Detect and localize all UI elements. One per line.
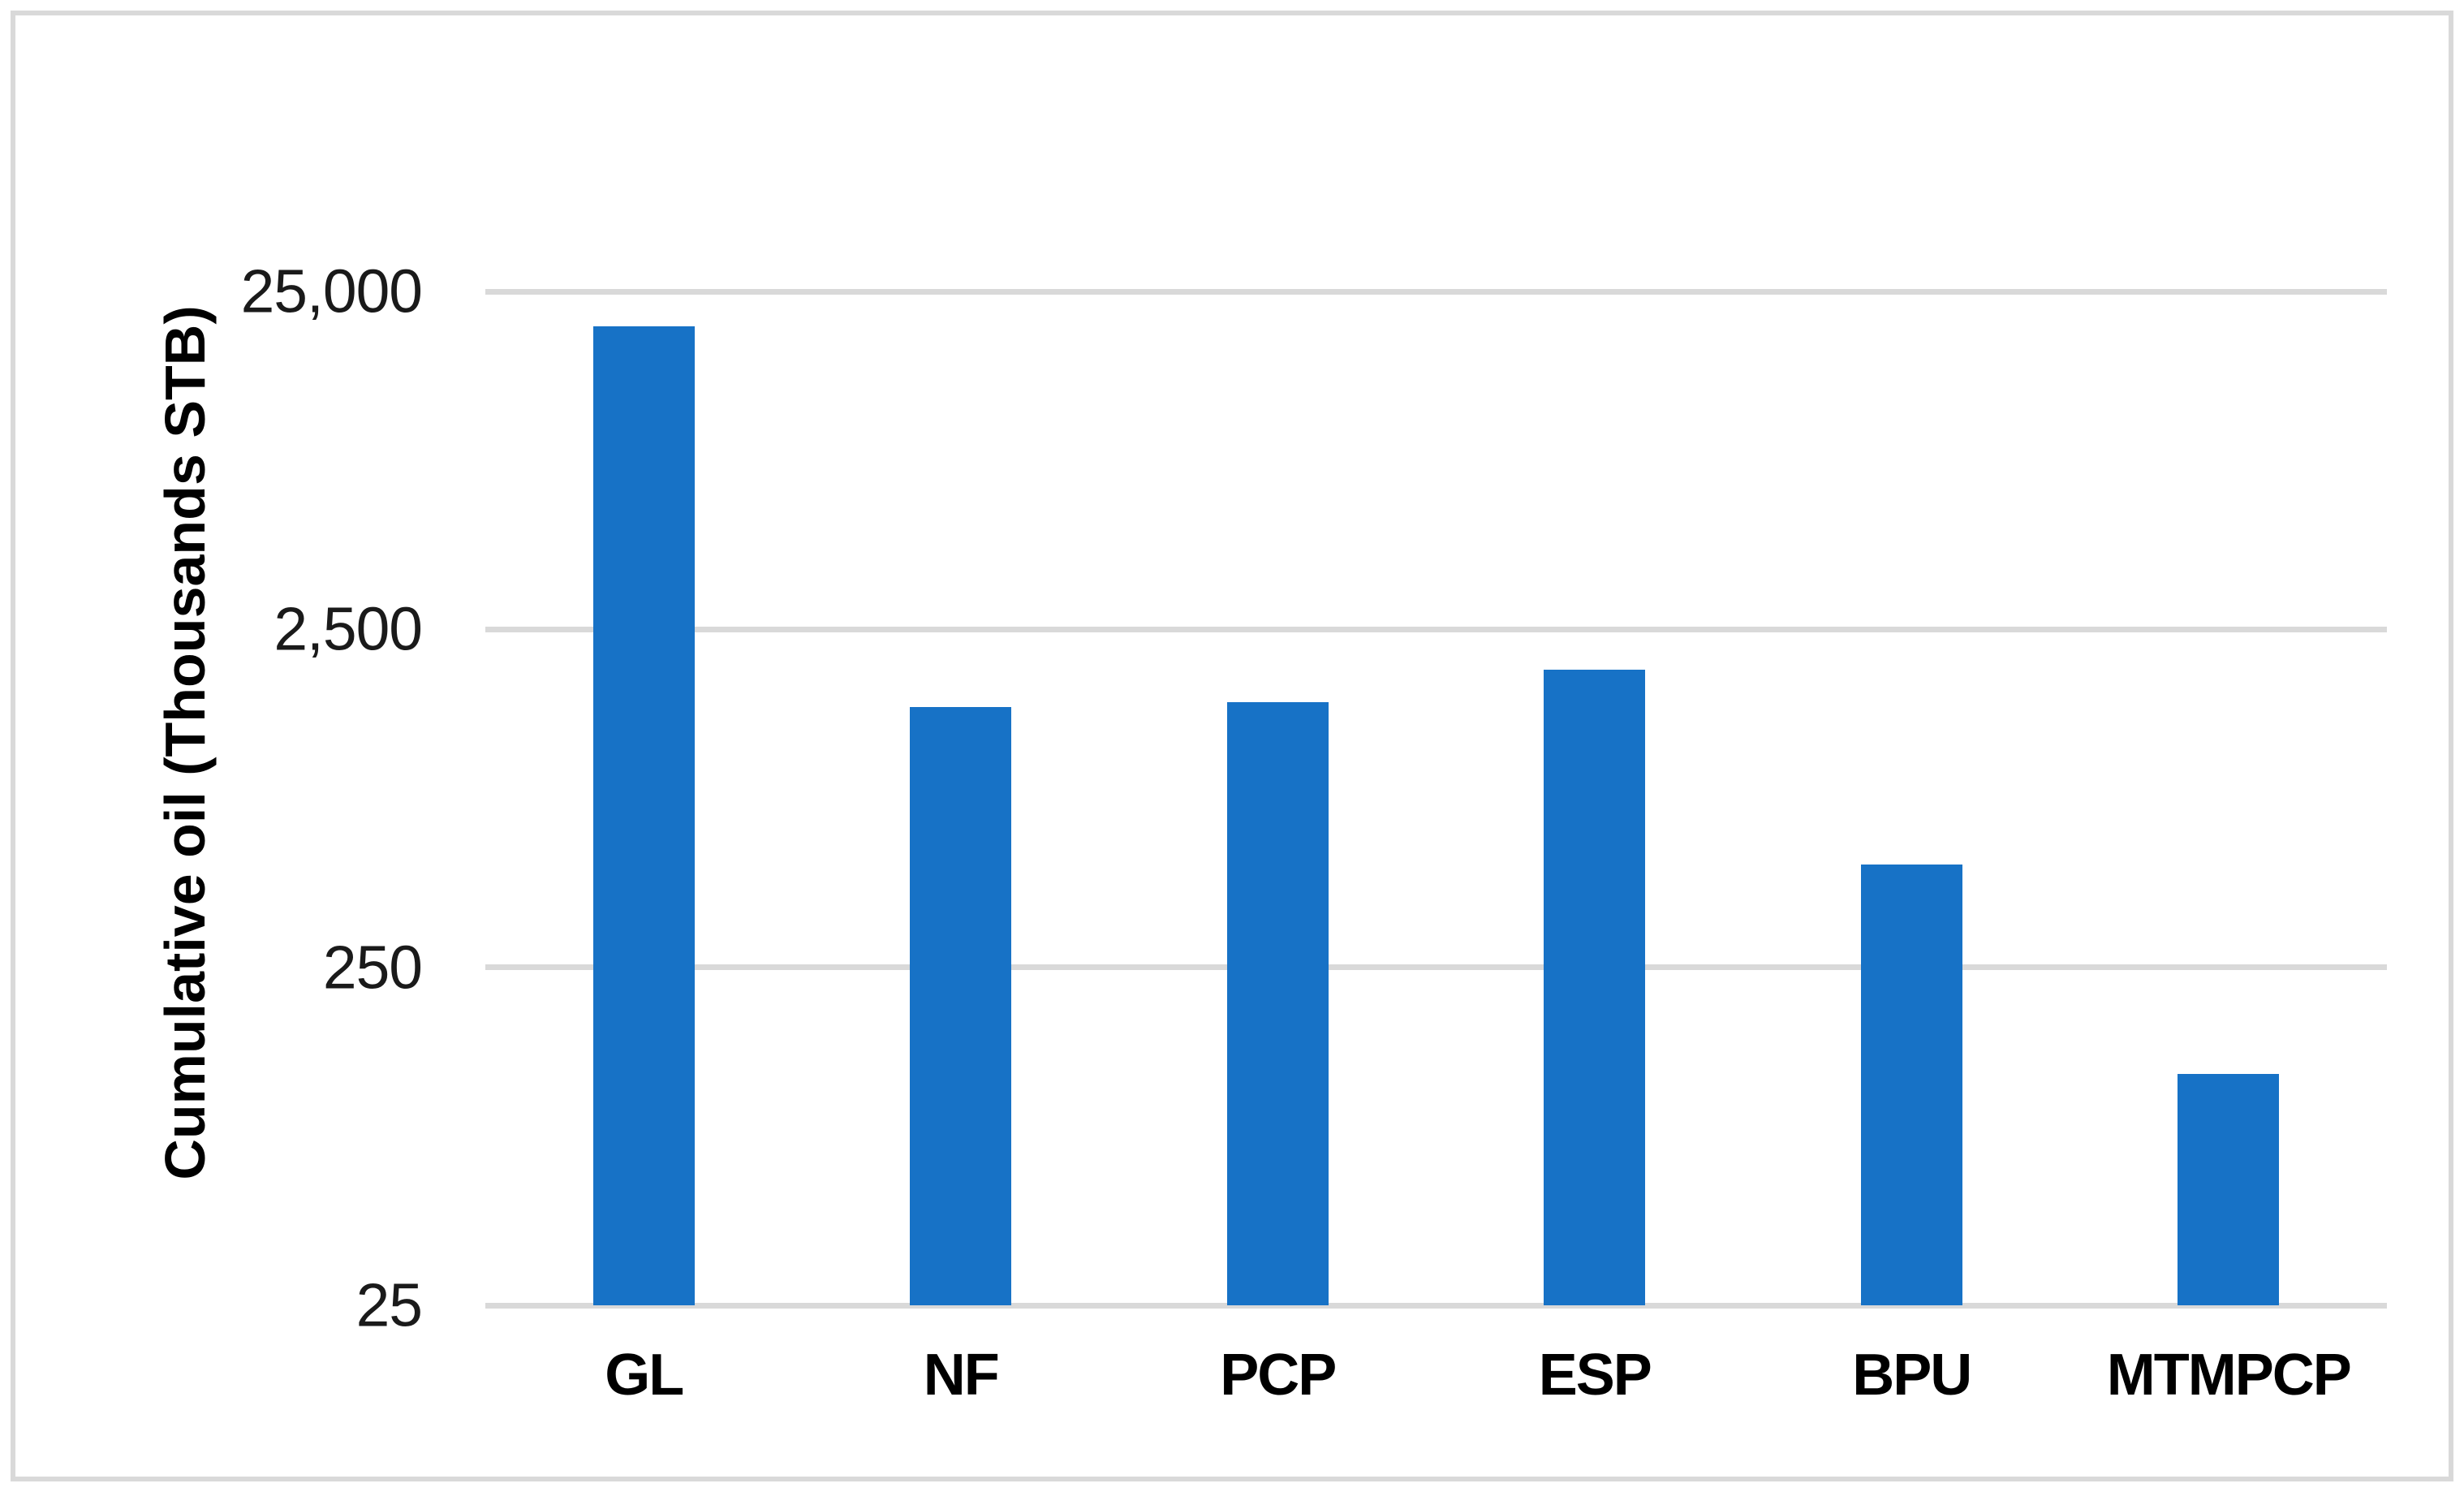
y-tick-label: 2,500 bbox=[274, 594, 423, 663]
bar-ESP bbox=[1544, 669, 1646, 1305]
x-axis-label-NF: NF bbox=[923, 1343, 1000, 1408]
x-axis-label-MTMPCP: MTMPCP bbox=[2106, 1343, 2352, 1408]
bar-GL bbox=[592, 326, 695, 1305]
bar-MTMPCP bbox=[2178, 1073, 2280, 1305]
x-axis-label-BPU: BPU bbox=[1852, 1343, 1972, 1408]
bar-BPU bbox=[1860, 864, 1962, 1305]
y-tick-label: 25 bbox=[355, 1270, 423, 1339]
y-tick-label: 25,000 bbox=[240, 257, 423, 326]
y-axis-title: Cumulative oil (Thousands STB) bbox=[153, 305, 217, 1180]
x-axis-label-GL: GL bbox=[605, 1343, 684, 1408]
bar-PCP bbox=[1226, 701, 1329, 1305]
gridline-2500 bbox=[485, 626, 2387, 632]
x-axis-label-ESP: ESP bbox=[1538, 1343, 1652, 1408]
gridline-250 bbox=[485, 964, 2387, 971]
bar-NF bbox=[910, 707, 1012, 1305]
gridline-25 bbox=[485, 1302, 2387, 1309]
x-axis-label-PCP: PCP bbox=[1220, 1343, 1337, 1408]
y-tick-label: 250 bbox=[322, 933, 423, 1002]
gridline-25000 bbox=[485, 288, 2387, 295]
